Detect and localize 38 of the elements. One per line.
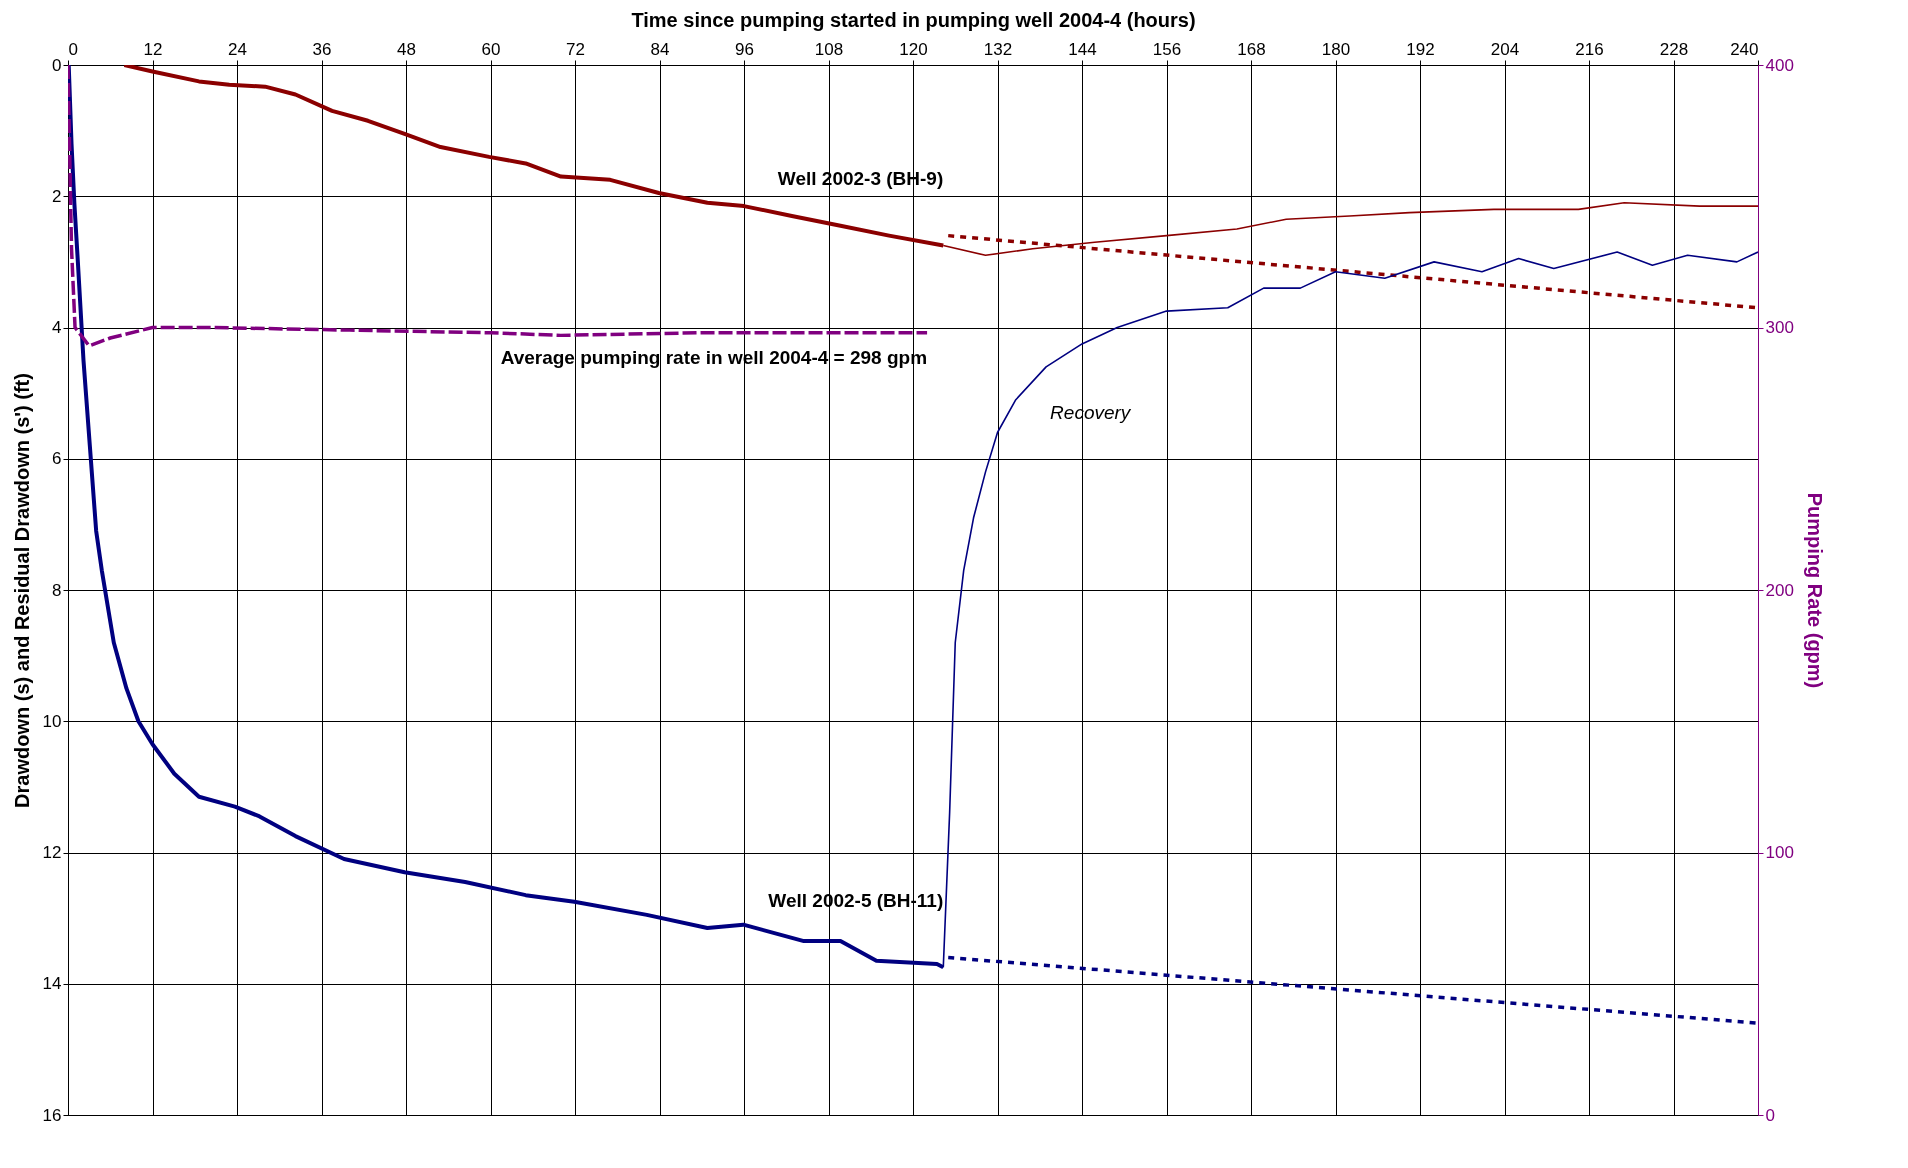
- x-tick-label: 12: [143, 39, 163, 59]
- y-tick-label: 8: [52, 580, 62, 600]
- x-tick-label: 192: [1406, 39, 1435, 59]
- y-axis-title: Drawdown (s) and Residual Drawdown (s') (ft): [10, 373, 33, 808]
- y2-tick-label: 100: [1765, 843, 1794, 862]
- y2-axis-title: Pumping Rate (gpm): [1803, 492, 1826, 689]
- x-tick-label: 144: [1068, 39, 1097, 59]
- x-tick-label: 120: [899, 39, 928, 59]
- x-tick-label: 216: [1575, 39, 1604, 59]
- y2-tick-label: 200: [1765, 580, 1794, 600]
- x-tick-label: 48: [397, 39, 416, 59]
- x-tick-label: 96: [735, 39, 754, 59]
- x-tick-label: 180: [1321, 39, 1351, 59]
- y-tick-label: 14: [42, 974, 62, 994]
- x-tick-label: 156: [1152, 39, 1182, 59]
- x-tick-label: 240: [1730, 39, 1759, 59]
- y-tick-label: 10: [42, 711, 62, 731]
- y-tick-label: 4: [52, 318, 62, 337]
- y-tick-label: 2: [52, 186, 62, 206]
- x-tick-label: 24: [228, 39, 247, 59]
- y2-tick-label: 0: [1765, 1105, 1775, 1125]
- y2-tick-label: 400: [1765, 55, 1794, 75]
- x-tick-label: 0: [68, 39, 78, 59]
- x-tick-label: 168: [1237, 39, 1266, 59]
- x-tick-label: 228: [1659, 39, 1689, 59]
- y2-tick-label: 300: [1765, 318, 1794, 337]
- x-tick-label: 84: [650, 39, 670, 59]
- x-tick-label: 72: [566, 39, 585, 59]
- x-tick-label: 60: [481, 39, 501, 59]
- y-tick-label: 6: [52, 449, 62, 469]
- y-tick-label: 12: [42, 843, 62, 862]
- x-tick-label: 132: [983, 39, 1013, 59]
- y-tick-label: 0: [52, 55, 62, 75]
- x-axis-title: Time since pumping started in pumping well 2004-4 (hours): [631, 8, 1196, 31]
- x-tick-label: 204: [1490, 39, 1520, 59]
- x-tick-label: 36: [312, 39, 332, 59]
- x-tick-label: 108: [814, 39, 844, 59]
- y-tick-label: 16: [42, 1105, 62, 1125]
